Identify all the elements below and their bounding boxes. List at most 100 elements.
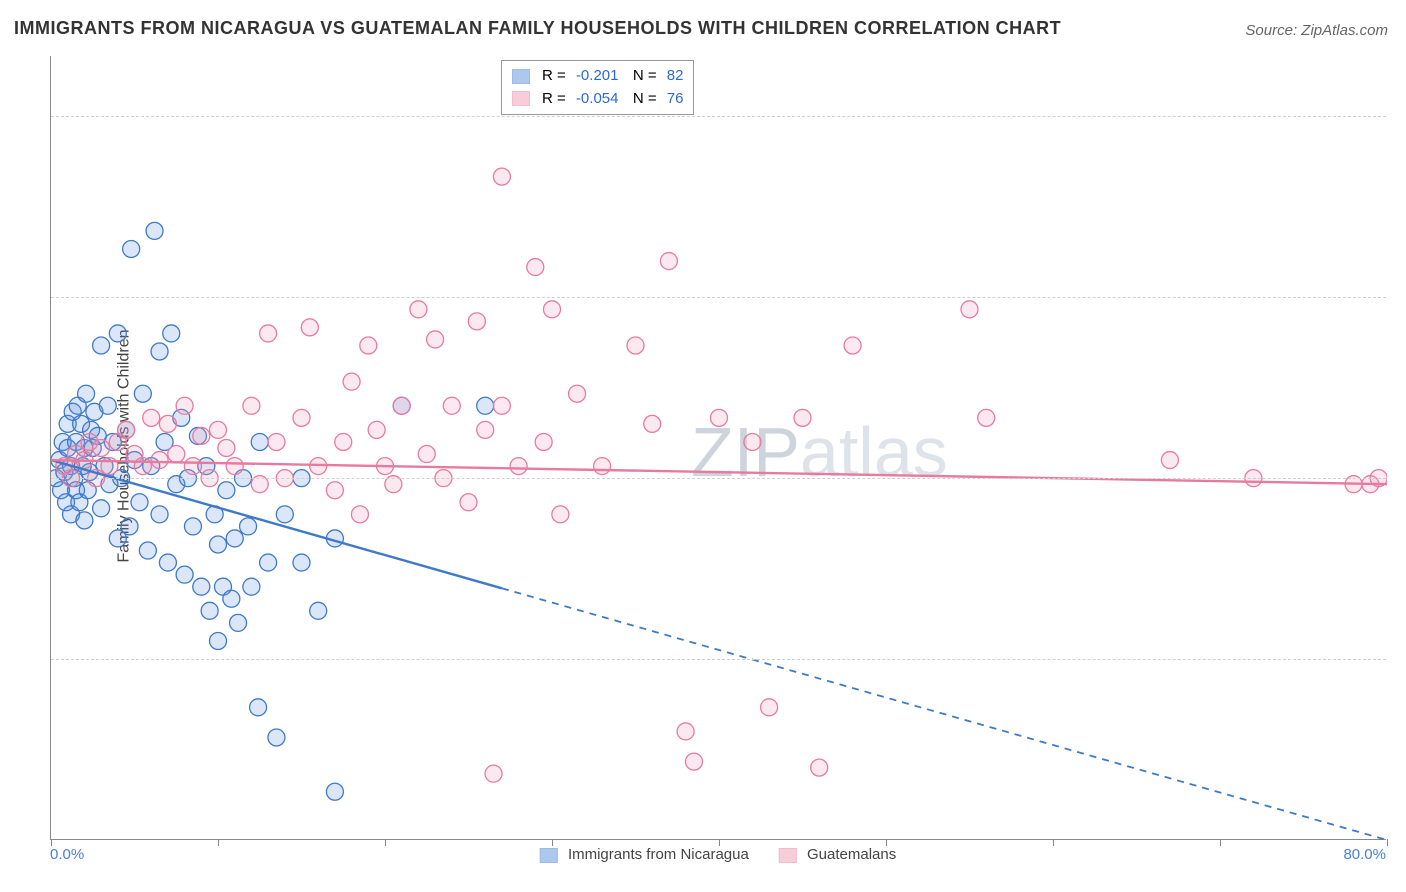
data-point-nicaragua <box>293 554 310 571</box>
data-point-nicaragua <box>76 512 93 529</box>
data-point-guatemalans <box>260 325 277 342</box>
legend-swatch-guatemalans <box>512 91 530 106</box>
x-tick <box>51 839 52 846</box>
data-point-guatemalans <box>493 168 510 185</box>
data-point-guatemalans <box>493 397 510 414</box>
legend-swatch-nicaragua <box>512 69 530 84</box>
gridline <box>51 478 1386 479</box>
data-point-nicaragua <box>123 240 140 257</box>
legend-swatch-guatemalans <box>779 848 797 863</box>
y-tick-label: 30.0% <box>1390 470 1406 487</box>
data-point-nicaragua <box>201 602 218 619</box>
data-point-guatemalans <box>93 440 110 457</box>
data-point-guatemalans <box>711 409 728 426</box>
data-point-guatemalans <box>544 301 561 318</box>
data-point-nicaragua <box>78 385 95 402</box>
series-legend-item: Guatemalans <box>779 846 896 863</box>
data-point-nicaragua <box>226 530 243 547</box>
data-point-nicaragua <box>163 325 180 342</box>
data-point-guatemalans <box>677 723 694 740</box>
data-point-guatemalans <box>193 427 210 444</box>
x-axis-row: 0.0% Immigrants from Nicaragua Guatemala… <box>50 846 1386 876</box>
data-point-guatemalans <box>143 409 160 426</box>
data-point-guatemalans <box>360 337 377 354</box>
correlation-legend-row: R = -0.054 N = 76 <box>512 88 683 111</box>
data-point-guatemalans <box>184 458 201 475</box>
data-point-guatemalans <box>268 433 285 450</box>
data-point-guatemalans <box>176 397 193 414</box>
data-point-guatemalans <box>477 421 494 438</box>
data-point-guatemalans <box>159 415 176 432</box>
data-point-nicaragua <box>210 632 227 649</box>
data-point-guatemalans <box>410 301 427 318</box>
data-point-guatemalans <box>627 337 644 354</box>
data-point-guatemalans <box>552 506 569 523</box>
data-point-guatemalans <box>594 458 611 475</box>
data-point-guatemalans <box>368 421 385 438</box>
data-point-guatemalans <box>811 759 828 776</box>
data-point-nicaragua <box>326 783 343 800</box>
data-point-guatemalans <box>427 331 444 348</box>
data-point-nicaragua <box>230 614 247 631</box>
legend-n-label: N = <box>624 65 660 88</box>
data-point-guatemalans <box>393 397 410 414</box>
data-point-nicaragua <box>99 397 116 414</box>
source-name: ZipAtlas.com <box>1301 22 1388 39</box>
legend-n-value: 82 <box>667 65 684 88</box>
data-point-nicaragua <box>193 578 210 595</box>
data-point-nicaragua <box>210 536 227 553</box>
data-point-guatemalans <box>794 409 811 426</box>
data-point-nicaragua <box>218 482 235 499</box>
data-point-nicaragua <box>93 337 110 354</box>
data-point-guatemalans <box>443 397 460 414</box>
data-point-nicaragua <box>268 729 285 746</box>
series-legend: Immigrants from Nicaragua Guatemalans <box>540 846 896 863</box>
data-point-guatemalans <box>744 433 761 450</box>
watermark: ZIPatlas <box>691 413 948 491</box>
data-point-guatemalans <box>118 421 135 438</box>
chart-title: IMMIGRANTS FROM NICARAGUA VS GUATEMALAN … <box>14 18 1061 39</box>
data-point-nicaragua <box>151 343 168 360</box>
data-point-guatemalans <box>335 433 352 450</box>
data-point-nicaragua <box>134 385 151 402</box>
x-tick <box>218 839 219 846</box>
legend-r-value: -0.201 <box>576 65 619 88</box>
legend-swatch-nicaragua <box>540 848 558 863</box>
x-tick <box>552 839 553 846</box>
legend-n-value: 76 <box>667 88 684 111</box>
data-point-guatemalans <box>326 482 343 499</box>
data-point-guatemalans <box>218 440 235 457</box>
series-legend-item: Immigrants from Nicaragua <box>540 846 749 863</box>
data-point-guatemalans <box>535 433 552 450</box>
data-point-nicaragua <box>251 433 268 450</box>
scatter-svg: ZIPatlas <box>51 56 1387 840</box>
data-point-nicaragua <box>151 506 168 523</box>
gridline <box>51 659 1386 660</box>
x-tick <box>385 839 386 846</box>
data-point-guatemalans <box>351 506 368 523</box>
plot-area: ZIPatlas R = -0.201 N = 82 R = -0.054 N … <box>50 56 1386 840</box>
data-point-guatemalans <box>151 452 168 469</box>
data-point-nicaragua <box>250 699 267 716</box>
data-point-guatemalans <box>301 319 318 336</box>
data-point-nicaragua <box>184 518 201 535</box>
data-point-guatemalans <box>243 397 260 414</box>
data-point-guatemalans <box>460 494 477 511</box>
data-point-nicaragua <box>223 590 240 607</box>
y-tick-label: 15.0% <box>1390 651 1406 668</box>
data-point-nicaragua <box>139 542 156 559</box>
data-point-nicaragua <box>310 602 327 619</box>
data-point-guatemalans <box>1161 452 1178 469</box>
data-point-guatemalans <box>644 415 661 432</box>
data-point-guatemalans <box>418 446 435 463</box>
data-point-guatemalans <box>761 699 778 716</box>
legend-r-value: -0.054 <box>576 88 619 111</box>
y-tick-label: 60.0% <box>1390 108 1406 125</box>
legend-n-label: N = <box>624 88 660 111</box>
source-attribution: Source: ZipAtlas.com <box>1245 22 1388 39</box>
data-point-guatemalans <box>468 313 485 330</box>
source-prefix: Source: <box>1245 22 1301 39</box>
data-point-nicaragua <box>93 500 110 517</box>
legend-r-label: R = <box>542 65 570 88</box>
data-point-nicaragua <box>243 578 260 595</box>
